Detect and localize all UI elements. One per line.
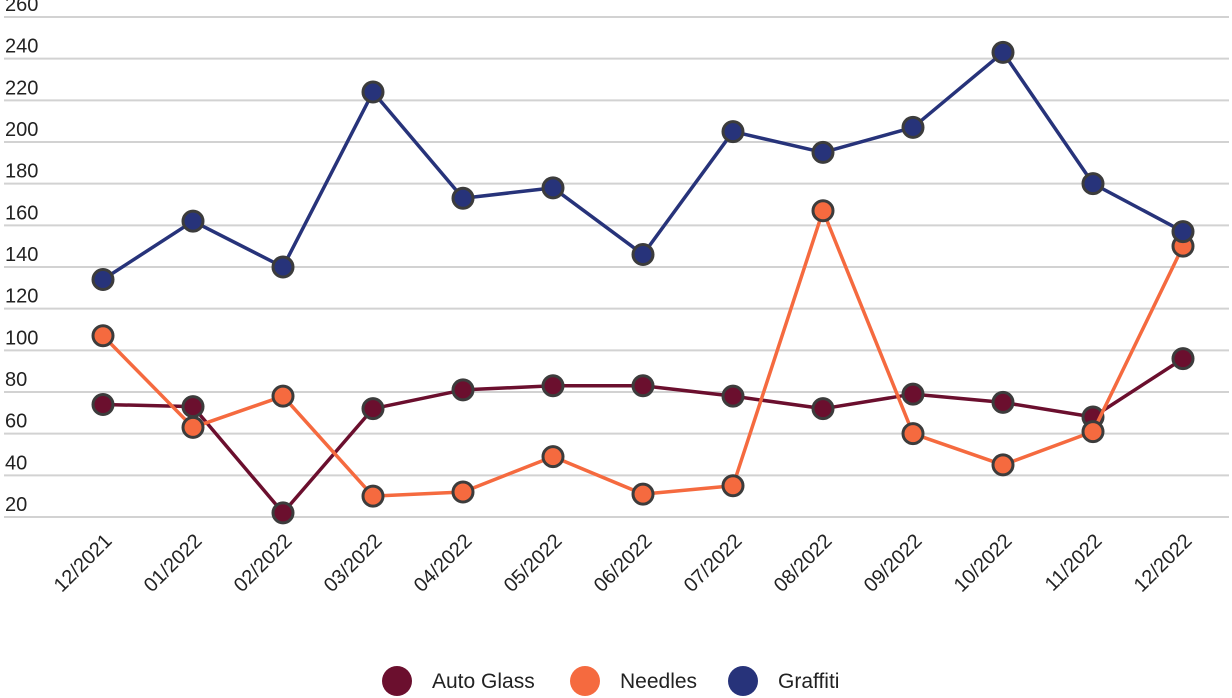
data-point (181, 395, 205, 419)
legend: Auto Glass Needles Graffiti (382, 666, 839, 696)
data-point (1081, 420, 1105, 444)
data-point (991, 40, 1015, 64)
data-point (271, 501, 295, 525)
y-tick-label: 200 (5, 119, 38, 141)
data-point (91, 268, 115, 291)
data-point (901, 382, 925, 406)
data-point (1081, 172, 1105, 196)
series-graffiti (91, 40, 1195, 291)
x-tick-label: 05/2022 (500, 530, 567, 597)
y-axis-ticks: 20 40 60 80 100 120 140 160 180 200 220 240 260 (5, 0, 38, 516)
x-tick-label: 04/2022 (410, 530, 477, 597)
data-point (811, 397, 835, 421)
x-axis-ticks: 12/2021 01/2022 02/2022 03/2022 04/2022 05/20… (50, 530, 1197, 597)
data-point (541, 374, 565, 398)
data-point (271, 384, 295, 408)
x-tick-label: 11/2022 (1041, 530, 1107, 596)
data-point (451, 480, 475, 504)
data-point (361, 397, 385, 421)
legend-label: Needles (620, 670, 697, 693)
y-tick-label: 260 (5, 0, 38, 16)
y-tick-label: 120 (5, 286, 38, 308)
data-point (451, 186, 475, 210)
y-tick-label: 60 (5, 411, 27, 433)
y-tick-label: 240 (5, 36, 38, 58)
data-point (901, 115, 925, 139)
y-tick-label: 80 (5, 369, 27, 391)
x-tick-label: 06/2022 (590, 530, 657, 597)
x-tick-label: 02/2022 (230, 530, 297, 597)
legend-swatch (382, 666, 412, 696)
legend-swatch (728, 666, 758, 696)
data-point (631, 243, 655, 266)
data-point (91, 324, 115, 348)
data-point (631, 374, 655, 398)
data-point (361, 484, 385, 508)
data-point (991, 390, 1015, 414)
gridlines (4, 16, 1229, 518)
legend-label: Graffiti (778, 670, 839, 693)
data-point (811, 199, 835, 223)
legend-item: Graffiti (728, 666, 839, 696)
data-point (1171, 347, 1195, 371)
data-point (451, 378, 475, 402)
x-tick-label: 03/2022 (320, 530, 387, 597)
legend-label: Auto Glass (432, 670, 535, 693)
x-tick-label: 12/2021 (50, 530, 117, 597)
series-group (91, 40, 1195, 525)
x-tick-label: 12/2022 (1130, 530, 1197, 597)
x-tick-label: 09/2022 (860, 530, 927, 597)
y-tick-label: 20 (5, 494, 27, 516)
legend-item: Auto Glass (382, 666, 535, 696)
y-tick-label: 40 (5, 452, 27, 474)
data-point (721, 384, 745, 408)
series-needles (91, 199, 1195, 508)
data-point (181, 209, 205, 233)
y-tick-label: 100 (5, 327, 38, 349)
data-point (991, 453, 1015, 477)
data-point (361, 80, 385, 104)
data-point (901, 422, 925, 446)
x-tick-label: 01/2022 (140, 530, 207, 597)
data-point (181, 415, 205, 439)
data-point (721, 474, 745, 498)
series-auto-glass (91, 347, 1195, 525)
data-point (1171, 220, 1195, 244)
data-point (541, 445, 565, 469)
data-point (721, 120, 745, 144)
legend-swatch (570, 666, 600, 696)
data-point (811, 140, 835, 164)
data-point (91, 393, 115, 416)
x-tick-label: 10/2022 (950, 530, 1017, 597)
y-tick-label: 180 (5, 161, 38, 183)
y-tick-label: 160 (5, 202, 38, 224)
data-point (541, 176, 565, 200)
legend-item: Needles (570, 666, 697, 696)
data-point (631, 482, 655, 506)
y-tick-label: 140 (5, 244, 38, 266)
x-tick-label: 08/2022 (770, 530, 837, 597)
x-tick-label: 07/2022 (680, 530, 747, 597)
data-point (271, 255, 295, 279)
y-tick-label: 220 (5, 77, 38, 99)
